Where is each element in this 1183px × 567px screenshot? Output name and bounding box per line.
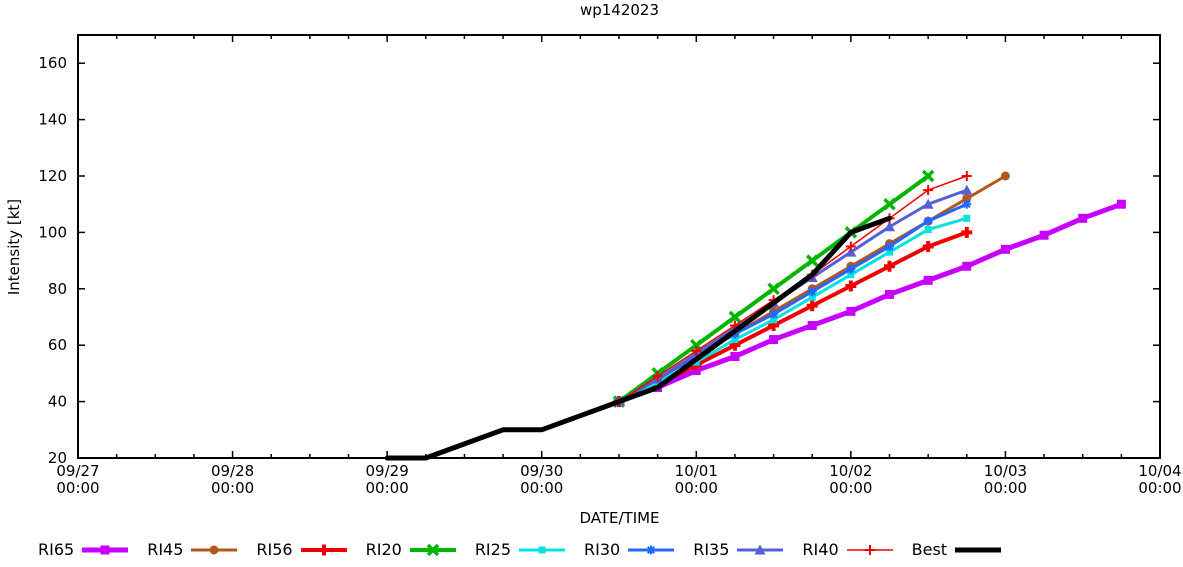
svg-text:120: 120 xyxy=(38,167,67,185)
legend-sample-RI56-icon xyxy=(300,544,347,555)
legend-label: RI45 xyxy=(147,540,184,559)
series-RI65 xyxy=(614,199,1126,407)
legend: RI65 RI45 RI56 RI20 RI25 RI30 RI35 RI40 Best xyxy=(38,540,1178,559)
legend-item-RI25: RI25 xyxy=(475,540,567,559)
svg-text:100: 100 xyxy=(38,223,67,241)
legend-sample-Best-icon xyxy=(955,547,1002,552)
x-axis-label: DATE/TIME xyxy=(579,509,660,527)
svg-text:80: 80 xyxy=(48,280,67,298)
legend-item-RI65: RI65 xyxy=(38,540,130,559)
legend-item-RI40: RI40 xyxy=(802,540,894,559)
svg-text:40: 40 xyxy=(48,393,67,411)
legend-sample-RI45-icon xyxy=(191,545,238,554)
svg-text:160: 160 xyxy=(38,54,67,72)
chart-title: wp142023 xyxy=(579,1,660,19)
legend-item-RI56: RI56 xyxy=(256,540,348,559)
series-Best xyxy=(384,215,892,461)
plot-border xyxy=(77,34,1161,459)
legend-label: RI65 xyxy=(38,540,75,559)
series-RI35 xyxy=(613,184,973,407)
svg-text:10/04: 10/04 xyxy=(1138,462,1181,480)
svg-text:00:00: 00:00 xyxy=(675,479,718,497)
legend-item-Best: Best xyxy=(912,540,1003,559)
legend-label: RI40 xyxy=(802,540,839,559)
plot-area: 09/2700:0009/2800:0009/2900:0009/3000:00… xyxy=(38,34,1182,497)
y-axis-ticks: 20 40 60 80 100 120 140 160 xyxy=(38,54,1160,467)
svg-text:00:00: 00:00 xyxy=(366,479,409,497)
svg-text:00:00: 00:00 xyxy=(829,479,872,497)
legend-item-RI45: RI45 xyxy=(147,540,239,559)
legend-item-RI20: RI20 xyxy=(366,540,458,559)
legend-label: RI20 xyxy=(365,540,402,559)
legend-sample-RI35-icon xyxy=(737,544,784,554)
svg-text:20: 20 xyxy=(48,449,67,467)
series-RI20 xyxy=(612,169,935,408)
svg-text:00:00: 00:00 xyxy=(211,479,254,497)
svg-text:10/01: 10/01 xyxy=(675,462,718,480)
legend-label: RI25 xyxy=(474,540,512,559)
legend-sample-RI40-icon xyxy=(846,544,893,555)
svg-text:140: 140 xyxy=(38,111,67,129)
legend-label: Best xyxy=(911,540,948,559)
svg-text:10/02: 10/02 xyxy=(829,462,872,480)
svg-text:09/30: 09/30 xyxy=(520,462,563,480)
legend-sample-RI30-icon xyxy=(628,545,675,554)
x-axis-ticks xyxy=(77,35,1161,458)
legend-sample-RI65-icon xyxy=(82,545,129,554)
svg-text:09/28: 09/28 xyxy=(211,462,254,480)
legend-label: RI30 xyxy=(584,540,621,559)
svg-text:09/29: 09/29 xyxy=(366,462,409,480)
legend-item-RI35: RI35 xyxy=(693,540,785,559)
svg-text:00:00: 00:00 xyxy=(1138,479,1181,497)
legend-sample-RI25-icon xyxy=(519,546,566,553)
svg-text:00:00: 00:00 xyxy=(984,479,1027,497)
svg-text:09/27: 09/27 xyxy=(56,462,99,480)
svg-text:60: 60 xyxy=(48,336,67,354)
legend-label: RI56 xyxy=(256,540,293,559)
svg-text:00:00: 00:00 xyxy=(56,479,99,497)
legend-label: RI35 xyxy=(693,540,730,559)
svg-text:00:00: 00:00 xyxy=(520,479,563,497)
x-axis-tick-labels: 09/2700:0009/2800:0009/2900:0009/3000:00… xyxy=(56,462,1181,497)
legend-item-RI30: RI30 xyxy=(584,540,676,559)
svg-text:10/03: 10/03 xyxy=(984,462,1027,480)
legend-sample-RI20-icon xyxy=(409,543,456,556)
